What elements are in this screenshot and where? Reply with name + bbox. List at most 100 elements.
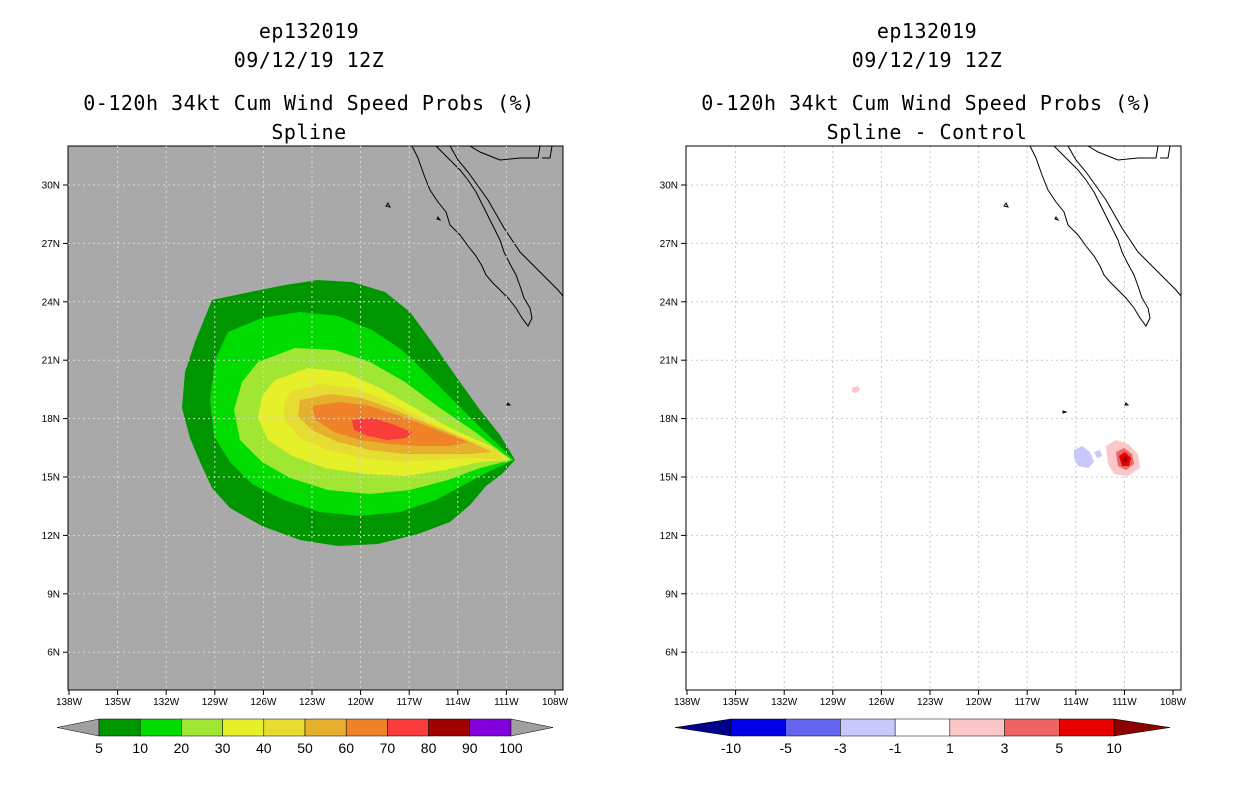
colorbar-label: 20	[174, 740, 190, 756]
lat-label: 21N	[660, 356, 678, 367]
lon-label: 123W	[299, 697, 326, 708]
lat-label: 9N	[665, 589, 678, 600]
right-title-block: ep132019 09/12/19 12Z 0-120h 34kt Cum Wi…	[647, 17, 1207, 147]
colorbar-label: 100	[499, 740, 523, 756]
right-longitude-labels: 138W 135W 132W 129W 126W 123W 120W 117W 114W 111W…	[674, 690, 1187, 708]
colorbar-box	[304, 718, 347, 737]
left-probability-contours	[182, 280, 515, 546]
lat-label: 15N	[660, 473, 678, 484]
lon-label: 135W	[723, 697, 750, 708]
diff-blob-positive-10	[1123, 456, 1128, 463]
colorbar-label: 90	[462, 740, 478, 756]
left-latitude-labels: 30N 27N 24N 21N 18N 15N 12N 9N 6N	[42, 181, 68, 659]
lat-label: 12N	[42, 531, 60, 542]
lon-label: 117W	[1015, 697, 1041, 708]
lat-label: 27N	[42, 239, 60, 250]
colorbar-box	[428, 718, 471, 737]
colorbar-box	[1004, 718, 1060, 737]
diff-blob-negative-small	[1094, 450, 1102, 458]
colorbar-label: 10	[1106, 740, 1122, 756]
lat-label: 18N	[42, 414, 60, 425]
colorbar-box	[345, 718, 388, 737]
right-title-storm: ep132019	[876, 19, 978, 43]
colorbar-box	[785, 718, 841, 737]
right-map-background	[686, 146, 1181, 690]
colorbar-label: 5	[95, 740, 103, 756]
colorbar-label: 80	[421, 740, 437, 756]
left-title-block: ep132019 09/12/19 12Z 0-120h 34kt Cum Wi…	[29, 17, 589, 147]
colorbar-label: 70	[380, 740, 396, 756]
right-gridlines	[686, 146, 1181, 690]
right-coastlines	[1003, 146, 1181, 414]
lat-label: 6N	[47, 648, 60, 659]
lat-label: 21N	[42, 356, 60, 367]
colorbar-label: 5	[1055, 740, 1063, 756]
lon-label: 114W	[445, 697, 471, 708]
lat-label: 24N	[42, 297, 60, 308]
colorbar-label: -10	[721, 740, 741, 756]
colorbar-label: -3	[834, 740, 847, 756]
colorbar-box	[894, 718, 951, 737]
lat-label: 27N	[660, 239, 678, 250]
left-map-frame	[67, 145, 564, 691]
lon-label: 117W	[397, 697, 423, 708]
lon-label: 129W	[202, 697, 229, 708]
right-map: 30N 27N 24N 21N 18N 15N 12N 9N 6N 138W 135W 132W 12…	[660, 145, 1187, 708]
colorbar-box	[181, 718, 223, 737]
lat-label: 15N	[42, 473, 60, 484]
lon-label: 135W	[105, 697, 132, 708]
colorbar-box	[222, 718, 265, 737]
colorbar-box	[469, 718, 512, 737]
colorbar-box	[139, 718, 182, 737]
right-colorbar: -10 -5 -3 -1 1 3 5 10	[674, 718, 1171, 756]
lon-label: 108W	[1160, 697, 1187, 708]
colorbar-label: 40	[256, 740, 272, 756]
colorbar-upper-triangle	[1113, 718, 1171, 737]
left-longitude-labels: 138W 135W 132W 129W 126W 123W 120W 117W 114W 111W…	[56, 690, 569, 708]
lat-label: 30N	[660, 181, 678, 192]
colorbar-upper-triangle	[510, 718, 554, 737]
right-title-product: 0-120h 34kt Cum Wind Speed Probs (%)	[701, 91, 1153, 115]
lat-label: 18N	[660, 414, 678, 425]
colorbar-label: 30	[215, 740, 231, 756]
lon-label: 120W	[966, 697, 993, 708]
colorbar-lower-triangle	[56, 718, 100, 737]
colorbar-label: 50	[297, 740, 313, 756]
lat-label: 12N	[660, 531, 678, 542]
lon-label: 111W	[494, 697, 519, 708]
lon-label: 114W	[1063, 697, 1089, 708]
left-gridlines	[68, 146, 563, 690]
right-title-method: Spline - Control	[826, 120, 1028, 144]
colorbar-box	[949, 718, 1005, 737]
colorbar-box	[263, 718, 306, 737]
right-title-date: 09/12/19 12Z	[851, 48, 1003, 72]
lat-label: 24N	[660, 297, 678, 308]
colorbar-box	[840, 718, 896, 737]
diff-blob-positive-small	[852, 386, 860, 393]
colorbar-label: -5	[779, 740, 792, 756]
left-map: 30N 27N 24N 21N 18N 15N 12N 9N 6N 138W 135W 132W 12…	[42, 145, 569, 708]
colorbar-box	[387, 718, 429, 737]
colorbar-lower-triangle	[674, 718, 732, 737]
lat-label: 9N	[47, 589, 60, 600]
colorbar-box	[1059, 718, 1115, 737]
contour-70	[352, 418, 412, 440]
left-colorbar: 5 10 20 30 40 50 60 70 80 90 100	[56, 718, 554, 756]
lon-label: 129W	[820, 697, 847, 708]
lon-label: 111W	[1112, 697, 1137, 708]
lat-label: 6N	[665, 648, 678, 659]
left-coastlines	[385, 146, 563, 406]
right-map-frame	[685, 145, 1182, 691]
right-difference-contours	[852, 386, 1140, 476]
right-latitude-labels: 30N 27N 24N 21N 18N 15N 12N 9N 6N	[660, 181, 686, 659]
lon-label: 126W	[250, 697, 277, 708]
lon-label: 138W	[56, 697, 83, 708]
left-title-storm: ep132019	[258, 19, 360, 43]
diff-blob-negative	[1074, 446, 1094, 468]
lon-label: 132W	[153, 697, 180, 708]
colorbar-label: -1	[889, 740, 902, 756]
colorbar-label: 3	[1001, 740, 1009, 756]
lon-label: 108W	[542, 697, 569, 708]
lon-label: 120W	[348, 697, 375, 708]
